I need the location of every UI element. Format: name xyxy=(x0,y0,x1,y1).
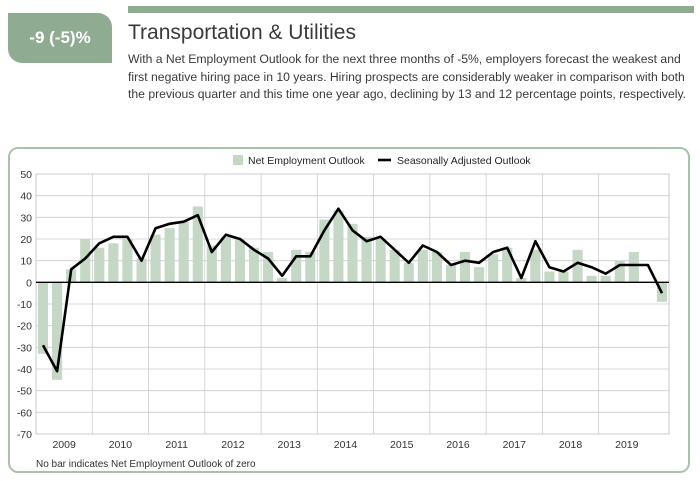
bar xyxy=(94,247,105,283)
chart-frame xyxy=(8,147,690,473)
y-tick-label: -70 xyxy=(17,429,32,441)
bar xyxy=(516,278,527,283)
bar xyxy=(220,236,231,283)
bar xyxy=(263,252,274,283)
bar xyxy=(488,254,499,283)
bar xyxy=(614,260,625,283)
bar xyxy=(206,245,217,283)
x-tick-label: 2013 xyxy=(278,439,302,451)
legend-label-bar: Net Employment Outlook xyxy=(248,155,365,167)
x-tick-label: 2018 xyxy=(559,439,583,451)
legend-label-line: Seasonally Adjusted Outlook xyxy=(397,155,531,167)
bar xyxy=(628,252,639,283)
bar xyxy=(150,234,161,283)
chart-note: No bar indicates Net Employment Outlook … xyxy=(36,459,256,470)
chart-grid xyxy=(35,173,670,435)
y-tick-label: 10 xyxy=(20,256,32,268)
bar xyxy=(122,239,133,283)
bar xyxy=(37,282,49,354)
y-axis-ticks: 50 40 30 20 10 0 -10 -20 -30 -40 -50 -60 -70 xyxy=(17,169,32,441)
bar xyxy=(474,267,485,283)
bar xyxy=(417,249,428,283)
x-tick-label: 2017 xyxy=(503,439,527,451)
bar xyxy=(530,249,541,283)
outlook-badge: -9 (-5)% xyxy=(8,13,112,63)
y-tick-label: -10 xyxy=(17,299,32,311)
bar xyxy=(544,271,555,283)
bar xyxy=(248,247,260,283)
y-tick-label: -40 xyxy=(17,364,32,376)
x-tick-label: 2016 xyxy=(446,439,470,451)
bar xyxy=(389,249,400,283)
y-tick-label: -30 xyxy=(17,342,32,354)
x-tick-label: 2014 xyxy=(334,439,358,451)
bar xyxy=(558,271,569,283)
seasonally-adjusted-line xyxy=(41,207,664,373)
bar xyxy=(600,275,611,283)
bar xyxy=(459,252,471,283)
bar xyxy=(277,278,288,283)
bar xyxy=(52,282,63,380)
bar xyxy=(164,228,175,283)
y-tick-label: -50 xyxy=(17,386,32,398)
y-tick-label: 0 xyxy=(26,277,32,289)
x-tick-label: 2011 xyxy=(165,439,188,451)
x-axis-ticks: 2009 2010 2011 2012 2013 2014 2015 2016 2017 2018… xyxy=(52,439,638,451)
x-tick-label: 2012 xyxy=(221,439,245,451)
bar xyxy=(347,223,358,283)
sector-description: With a Net Employment Outlook for the ne… xyxy=(128,52,687,101)
bar xyxy=(319,219,330,283)
x-tick-label: 2019 xyxy=(615,439,639,451)
page-title: Transportation & Utilities xyxy=(128,21,356,44)
y-tick-label: -20 xyxy=(17,321,32,333)
bar xyxy=(234,239,246,283)
bar xyxy=(136,258,147,283)
bar xyxy=(305,252,316,283)
bar xyxy=(445,265,457,283)
x-tick-label: 2010 xyxy=(109,439,133,451)
y-tick-label: 30 xyxy=(20,212,32,224)
x-tick-label: 2009 xyxy=(52,439,76,451)
bar xyxy=(361,236,372,283)
bar xyxy=(375,239,386,283)
x-tick-label: 2015 xyxy=(390,439,414,451)
bar xyxy=(431,252,442,283)
bar xyxy=(333,210,344,283)
y-tick-label: -60 xyxy=(17,407,32,419)
bar xyxy=(192,206,203,283)
y-tick-label: 20 xyxy=(20,234,32,246)
bar xyxy=(178,221,189,283)
bar xyxy=(586,275,597,283)
bar xyxy=(502,247,513,283)
y-tick-label: 40 xyxy=(20,191,32,203)
y-tick-label: 50 xyxy=(20,169,32,181)
header-rule xyxy=(128,6,694,13)
bar-series xyxy=(37,206,668,380)
bar xyxy=(80,239,91,283)
bar xyxy=(108,243,119,283)
bar xyxy=(403,262,414,283)
bar xyxy=(291,249,302,283)
legend-swatch-bar xyxy=(233,155,243,165)
bar xyxy=(572,249,583,283)
legend: Net Employment Outlook Seasonally Adjust… xyxy=(233,155,531,167)
